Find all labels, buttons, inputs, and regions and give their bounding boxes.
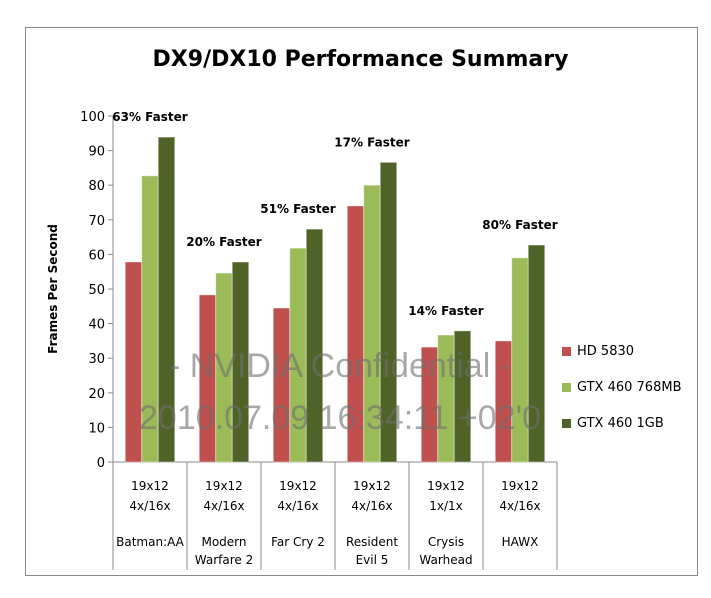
- chart-title: DX9/DX10 Performance Summary: [152, 47, 569, 72]
- legend-label: HD 5830: [577, 343, 635, 359]
- category-label: 4x/16x: [129, 499, 170, 513]
- category-label: Warhead: [419, 553, 472, 567]
- category-label: Batman:AA: [116, 535, 185, 549]
- y-tick-label: 80: [88, 179, 105, 194]
- category-label: 19x12: [205, 479, 243, 493]
- category-label: 19x12: [279, 479, 317, 493]
- bar-annotation: 51% Faster: [260, 202, 336, 216]
- legend-swatch: [562, 418, 571, 428]
- category-label: Resident: [346, 535, 398, 549]
- y-tick-label: 40: [88, 318, 105, 333]
- y-tick-label: 100: [80, 110, 105, 125]
- legend-swatch: [562, 346, 571, 356]
- bar-annotation: 20% Faster: [186, 235, 262, 249]
- y-tick-label: 60: [88, 248, 105, 263]
- bar: [453, 330, 472, 463]
- category-label: 19x12: [501, 479, 539, 493]
- bar: [231, 261, 250, 463]
- y-tick-label: 90: [88, 145, 105, 160]
- category-label: HAWX: [502, 535, 539, 549]
- category-label: 4x/16x: [499, 499, 540, 513]
- legend: HD 5830 GTX 460 768MB GTX 460 1GB: [562, 333, 681, 441]
- bar-annotation: 80% Faster: [482, 218, 558, 232]
- y-tick-label: 10: [88, 421, 105, 436]
- category-label: 1x/1x: [429, 499, 463, 513]
- category-label: 4x/16x: [203, 499, 244, 513]
- y-tick-label: 70: [88, 214, 105, 229]
- legend-swatch: [562, 382, 571, 392]
- category-label: Crysis: [428, 535, 464, 549]
- legend-label: GTX 460 768MB: [577, 379, 682, 395]
- bar-annotation: 17% Faster: [334, 135, 410, 149]
- legend-label: GTX 460 1GB: [577, 415, 664, 431]
- bar: [157, 136, 176, 463]
- bar: [527, 244, 546, 463]
- watermark-line: 2010.07.09 16:34:11 +02'0: [139, 399, 541, 437]
- category-label: 19x12: [427, 479, 465, 493]
- y-tick-label: 20: [88, 387, 105, 402]
- y-tick-label: 50: [88, 283, 105, 298]
- legend-item: GTX 460 1GB: [562, 405, 681, 441]
- bar: [305, 228, 324, 463]
- category-label: 19x12: [353, 479, 391, 493]
- watermark-line: - NVIDIA Confidential -: [168, 347, 512, 385]
- category-label: Modern: [201, 535, 246, 549]
- bar-annotation: 63% Faster: [112, 110, 188, 124]
- y-tick-label: 0: [97, 456, 105, 471]
- legend-item: GTX 460 768MB: [562, 369, 681, 405]
- category-label: 4x/16x: [277, 499, 318, 513]
- legend-item: HD 5830: [562, 333, 681, 369]
- y-axis-label: Frames Per Second: [46, 224, 60, 354]
- category-label: Warfare 2: [195, 553, 253, 567]
- category-label: Far Cry 2: [271, 535, 325, 549]
- bar-annotation: 14% Faster: [408, 304, 484, 318]
- y-tick-label: 30: [88, 352, 105, 367]
- category-label: 4x/16x: [351, 499, 392, 513]
- category-label: 19x12: [131, 479, 169, 493]
- category-label: Evil 5: [356, 553, 389, 567]
- watermark: - NVIDIA Confidential - 2010.07.09 16:34:…: [124, 340, 556, 444]
- bar: [379, 161, 398, 463]
